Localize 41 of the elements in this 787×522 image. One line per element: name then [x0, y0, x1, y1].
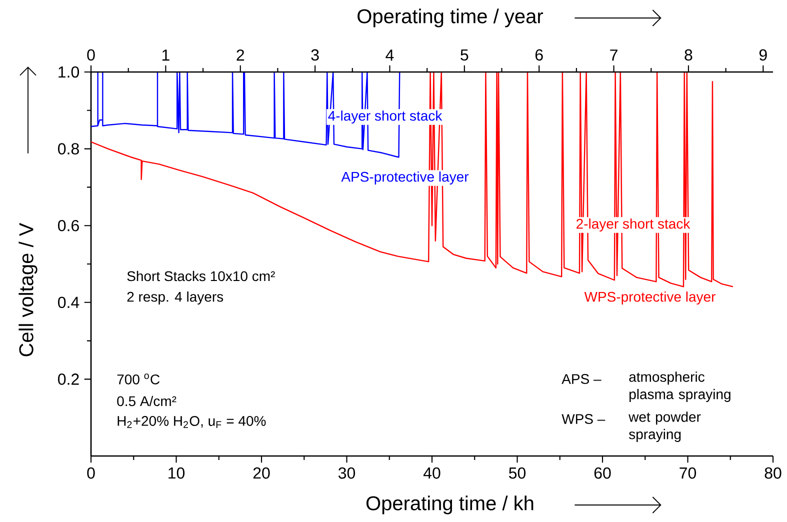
x-axis-title: Operating time / kh — [366, 496, 534, 514]
x2-tick-label: 5 — [460, 49, 468, 61]
annotation: 2 resp. 4 layers — [127, 291, 224, 305]
y-tick-label: 0.2 — [58, 374, 79, 385]
y-tick-label: 0.6 — [58, 220, 79, 232]
annotation: APS-protective layer — [341, 171, 469, 185]
y-tick-label: 0.8 — [58, 143, 79, 154]
x-tick-label: 70 — [680, 467, 696, 479]
annotation: 0.5 A/cm² — [117, 396, 176, 406]
y-tick-label: 0.4 — [58, 296, 80, 308]
x2-tick-label: 7 — [610, 50, 618, 61]
series-label: 4-layer short stack — [328, 110, 442, 124]
annotation: APS – — [562, 374, 602, 384]
y-tick-label: 1.0 — [58, 66, 80, 78]
annotation: WPS-protective layer — [584, 291, 716, 305]
x-tick-label: 30 — [338, 467, 356, 479]
x-tick-label: 50 — [509, 467, 526, 479]
x2-tick-label: 0 — [87, 49, 95, 61]
series-label: 2-layer short stack — [576, 218, 690, 232]
x2-tick-label: 1 — [162, 50, 170, 61]
x-tick-label: 0 — [87, 467, 95, 479]
annotation: Short Stacks 10x10 cm² — [127, 270, 275, 282]
annotation: 700 $^{o}$C — [117, 374, 160, 384]
x-tick-label: 60 — [594, 467, 611, 479]
annotation: atmospheric plasma spraying — [629, 372, 730, 402]
x2-tick-label: 9 — [759, 49, 767, 61]
x2-tick-label: 6 — [535, 49, 543, 61]
annotation: wet powder spraying — [628, 412, 701, 442]
annotation: WPS – — [562, 414, 606, 424]
x2-tick-label: 2 — [236, 49, 244, 61]
x2-tick-label: 3 — [311, 49, 319, 61]
x-tick-label: 80 — [764, 467, 782, 479]
annotation: H$_{2}$+20% H$_{2}$O, u$_{F}$ = 40% — [118, 416, 266, 428]
x2-tick-label: 4 — [386, 50, 394, 61]
line-series — [91, 72, 734, 288]
x-tick-label: 20 — [253, 467, 270, 479]
x-tick-label: 10 — [168, 467, 185, 479]
x-tick-label: 40 — [423, 467, 440, 479]
x2-tick-label: 8 — [684, 49, 692, 61]
y-axis-title: Cell voltage / V — [18, 222, 38, 356]
x2-axis-title: Operating time / year — [358, 8, 544, 28]
